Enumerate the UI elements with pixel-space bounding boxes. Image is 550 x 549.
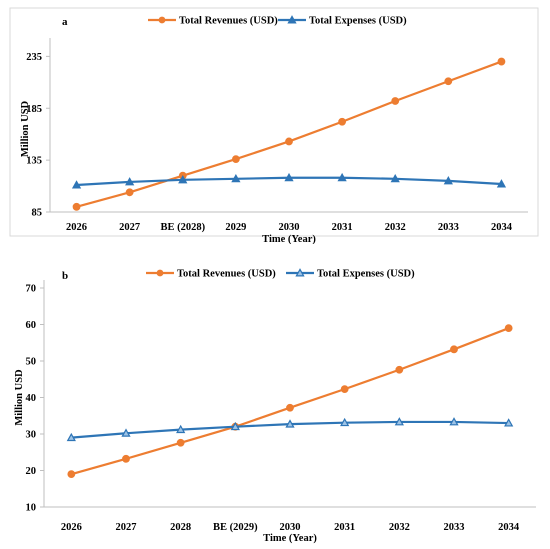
chart-b-expenses-point [176, 424, 186, 434]
chart-b-revenues-point [340, 385, 349, 394]
chart-a-expenses-point [231, 173, 241, 183]
chart-a-revenues-point [444, 77, 453, 86]
chart-b-revenues-point [450, 345, 458, 354]
chart-a-expenses-point [390, 173, 400, 183]
chart-a-revenues-point [338, 117, 347, 126]
chart-a-revenues-point [72, 202, 81, 211]
chart-a-x-tick-label: 2033 [438, 222, 459, 233]
chart-b-revenues-point [67, 470, 76, 479]
chart-a-expenses-point [71, 180, 82, 189]
chart-b-x-tick-label: 2031 [334, 522, 355, 533]
chart-b-x-tick-label: 2027 [116, 522, 137, 533]
chart-a-svg: 85 135 185 235 2026 2027 BE (2028) 2029 2030 2031… [9, 7, 539, 245]
chart-a-revenues-point [125, 188, 134, 197]
chart-b-legend-expenses-marker [295, 268, 305, 277]
chart-panel-b: 10 20 30 40 50 60 70 2026 2027 2028 BE (2029) 2030 2… [0, 260, 550, 544]
chart-a-y-tick-label: 185 [26, 104, 42, 115]
chart-a-x-axis-title: Time (Year) [262, 234, 316, 244]
chart-b-y-tick-label: 40 [26, 393, 37, 404]
chart-b-revenues-point [122, 454, 130, 463]
chart-b-y-tick-label: 50 [26, 357, 37, 368]
chart-b-x-tick-label: 2026 [61, 522, 82, 533]
chart-a-expenses-point [337, 172, 347, 182]
chart-a-revenues-point [391, 97, 400, 105]
chart-a-legend-revenues-label: Total Revenues (USD) [179, 16, 278, 27]
chart-b-legend-revenues-marker [156, 269, 164, 277]
chart-a-y-tick-label: 135 [26, 156, 42, 167]
chart-b-y-axis-title: Million USD [14, 369, 25, 426]
chart-a-expenses-point [125, 177, 135, 186]
chart-a-x-tick-label: 2027 [119, 222, 140, 233]
chart-b-revenues-point [504, 324, 513, 333]
chart-a-legend-revenues-marker [158, 16, 166, 24]
chart-b-revenues-point [395, 365, 404, 374]
chart-panel-a: 85 135 185 235 2026 2027 BE (2028) 2029 2030 2031… [0, 0, 550, 245]
chart-a-revenues-point [285, 137, 293, 146]
chart-a-y-axis-title: Million USD [20, 100, 31, 157]
chart-a-legend-expenses-label: Total Expenses (USD) [309, 16, 407, 27]
chart-b-legend-expenses-label: Total Expenses (USD) [317, 269, 415, 280]
chart-b-expenses-point [66, 432, 76, 442]
chart-b-x-tick-label: 2032 [389, 522, 410, 533]
chart-b-revenues-line [71, 327, 510, 476]
chart-b-x-tick-label: 2033 [444, 522, 465, 533]
chart-a-expenses-point [496, 179, 507, 188]
chart-b-x-tick-label: 2028 [170, 522, 191, 533]
chart-a-y-tick-label: 235 [26, 52, 42, 63]
chart-a-revenues-line [76, 60, 502, 208]
chart-b-legend-revenues-label: Total Revenues (USD) [177, 269, 276, 280]
chart-a-panel-label: a [62, 16, 68, 28]
chart-a-expenses-point [178, 175, 188, 184]
chart-a-expenses-point [443, 176, 453, 185]
chart-b-expenses-point [340, 417, 350, 427]
chart-b-x-tick-label: 2034 [498, 522, 520, 533]
chart-a-x-tick-label: 2029 [225, 222, 246, 233]
chart-b-y-tick-label: 10 [26, 503, 37, 514]
chart-b-expenses-point [285, 419, 295, 428]
chart-a-revenues-point [497, 57, 506, 66]
chart-b-revenues-point [176, 438, 185, 447]
chart-b-y-tick-label: 30 [26, 430, 37, 441]
chart-a-x-tick-label: 2026 [66, 222, 87, 233]
chart-b-y-tick-label: 70 [26, 284, 37, 295]
chart-b-expenses-point [394, 417, 404, 426]
chart-b-revenues-point [286, 403, 294, 412]
chart-a-frame [9, 7, 539, 237]
chart-a-legend-expenses-marker [287, 15, 297, 24]
chart-b-expenses-point [504, 418, 514, 427]
chart-a-expenses-point [284, 172, 294, 182]
chart-a-x-tick-label: 2032 [385, 222, 406, 233]
chart-b-expenses-point [121, 428, 131, 437]
chart-b-panel-label: b [62, 270, 68, 282]
chart-a-x-tick-label: 2031 [332, 222, 353, 233]
chart-a-x-tick-label: 2034 [491, 222, 513, 233]
chart-b-y-tick-label: 60 [26, 320, 37, 331]
chart-b-y-tick-label: 20 [26, 466, 37, 477]
chart-a-x-tick-label: BE (2028) [160, 222, 205, 233]
chart-a-y-tick-label: 85 [32, 208, 43, 219]
chart-a-x-tick-label: 2030 [279, 222, 300, 233]
chart-b-x-tick-label: BE (2029) [213, 522, 258, 533]
chart-b-x-axis-title: Time (Year) [263, 533, 317, 544]
chart-b-expenses-point [449, 417, 459, 426]
chart-b-x-tick-label: 2030 [280, 522, 301, 533]
chart-b-expenses-point [230, 421, 240, 431]
chart-a-revenues-point [231, 155, 240, 163]
